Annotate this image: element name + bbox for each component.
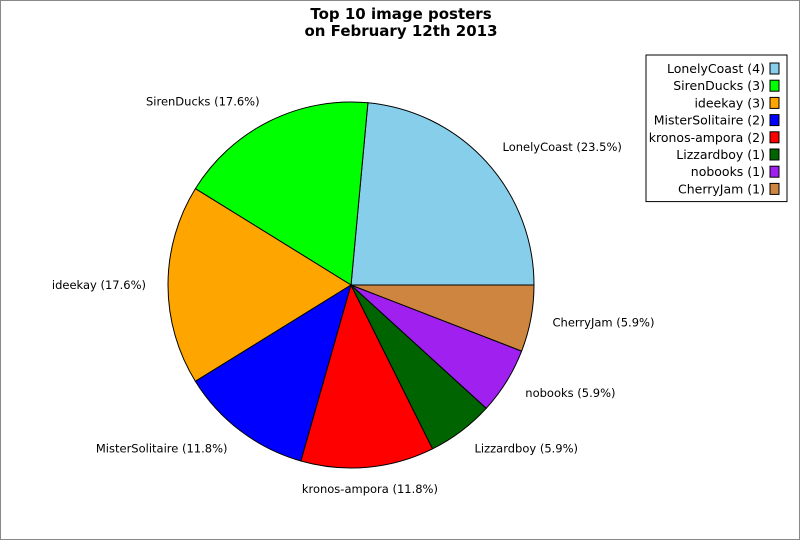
- legend-swatch-mistersolitaire: [769, 114, 780, 127]
- chart-title-line-2: on February 12th 2013: [304, 22, 497, 40]
- legend-entry-sirenducks: SirenDucks (3): [673, 78, 765, 93]
- slice-label-cherryjam: CherryJam (5.9%): [553, 316, 655, 330]
- legend-swatch-ideekay: [769, 96, 780, 109]
- slice-label-kronos-ampora: kronos-ampora (11.8%): [302, 482, 438, 496]
- pie-labels: LonelyCoast (23.5%) SirenDucks (17.6%) ide…: [52, 95, 655, 497]
- legend-entry-cherryjam: CherryJam (1): [678, 181, 765, 196]
- slice-label-lonelycoast: LonelyCoast (23.5%): [503, 140, 622, 154]
- legend-entry-lonelycoast: LonelyCoast (4): [667, 61, 765, 76]
- pie-slices: [167, 101, 535, 469]
- pie-slice-lonelycoast: [350, 102, 535, 286]
- slice-label-lizzardboy: Lizzardboy (5.9%): [475, 442, 579, 456]
- legend-box: [645, 54, 788, 203]
- slice-label-nobooks: nobooks (5.9%): [525, 386, 615, 400]
- pie-slice-ideekay: [167, 187, 352, 383]
- legend-entry-nobooks: nobooks (1): [691, 164, 765, 179]
- legend-swatch-cherryjam: [769, 182, 780, 195]
- legend-swatch-lonelycoast: [769, 62, 780, 75]
- legend-entry-kronos-ampora: kronos-ampora (2): [649, 130, 765, 145]
- legend-entry-lizzardboy: Lizzardboy (1): [676, 147, 765, 162]
- slice-label-mistersolitaire: MisterSolitaire (11.8%): [96, 442, 228, 456]
- chart-title-line-1: Top 10 image posters: [310, 5, 491, 23]
- pie-slice-kronos-ampora: [300, 283, 434, 469]
- pie-slice-mistersolitaire: [194, 283, 352, 462]
- legend-swatch-lizzardboy: [769, 148, 780, 161]
- legend: LonelyCoast (4) SirenDucks (3) ideekay (3)…: [645, 54, 788, 203]
- pie-slice-sirenducks: [194, 101, 369, 286]
- legend-swatch-nobooks: [769, 165, 780, 178]
- legend-entry-mistersolitaire: MisterSolitaire (2): [654, 113, 765, 128]
- legend-swatch-sirenducks: [769, 79, 780, 92]
- pie-slice-cherryjam: [350, 284, 535, 352]
- slice-label-sirenducks: SirenDucks (17.6%): [146, 95, 260, 109]
- legend-swatch-kronos-ampora: [769, 131, 780, 144]
- legend-entry-ideekay: ideekay (3): [694, 95, 765, 110]
- slice-label-ideekay: ideekay (17.6%): [52, 278, 146, 292]
